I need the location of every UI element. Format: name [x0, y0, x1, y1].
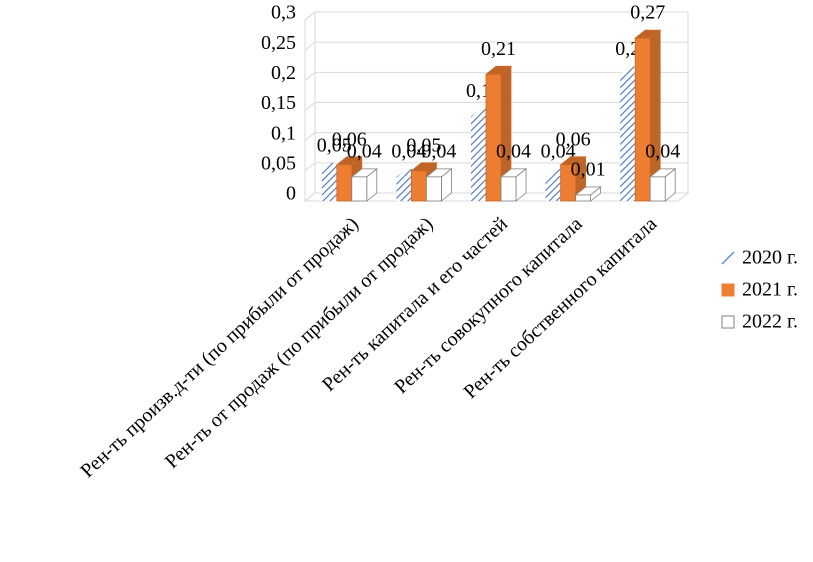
bar	[484, 65, 513, 202]
bar-front	[575, 194, 591, 202]
bar	[574, 186, 602, 202]
legend-swatch	[721, 315, 735, 329]
bar-front	[425, 176, 442, 202]
bar	[634, 29, 662, 202]
legend-swatch	[721, 283, 735, 297]
grid-line-side	[304, 41, 316, 51]
bar-front	[321, 170, 337, 201]
bar-front	[485, 73, 502, 202]
legend-item: 2022 г.	[721, 311, 798, 333]
y-tick-label: 0,15	[261, 92, 296, 114]
y-tick-label: 0	[286, 183, 296, 205]
y-tick-label: 0,2	[271, 62, 296, 84]
x-tick-label: Рен-ть произв.д-ти (по прибыли от продаж…	[76, 213, 362, 482]
grid-line-side	[304, 11, 316, 21]
legend-swatch	[721, 251, 735, 265]
value-label: 0,04	[421, 140, 456, 162]
legend-label: 2022 г.	[742, 311, 798, 333]
legend-item: 2020 г.	[721, 247, 798, 269]
bar-front	[471, 116, 486, 201]
bar-front	[336, 164, 353, 202]
legend-label: 2020 г.	[742, 247, 798, 269]
x-tick-label: Рен-ть от продаж (по прибыли от продаж)	[161, 213, 438, 473]
bar-front	[396, 176, 412, 201]
value-label: 0,04	[645, 140, 680, 162]
bar	[649, 168, 677, 202]
grid-line-side	[304, 132, 316, 142]
bar-front	[500, 176, 517, 202]
value-label: 0,06	[332, 128, 367, 150]
y-tick-label: 0,3	[271, 2, 296, 24]
legend-item: 2021 г.	[721, 279, 798, 301]
value-label: 0,01	[571, 159, 606, 181]
grid-line-side	[304, 102, 316, 111]
grid-line-side	[304, 162, 316, 172]
bar-front	[351, 176, 368, 202]
bar-front	[545, 176, 561, 201]
value-label: 0,27	[630, 2, 665, 24]
value-label: 0,06	[556, 128, 591, 150]
value-label: 0,04	[391, 140, 426, 162]
value-label: 0,21	[481, 38, 516, 60]
y-tick-label: 0,25	[261, 32, 296, 54]
bar-front	[620, 74, 636, 201]
bar	[499, 168, 528, 202]
value-label: 0,05	[317, 134, 352, 156]
bar-front	[649, 176, 666, 202]
bar-front	[634, 37, 651, 202]
bar	[425, 168, 453, 202]
legend-label: 2021 г.	[742, 279, 798, 301]
grid-line-side	[304, 71, 316, 81]
y-tick-label: 0,1	[271, 122, 296, 144]
value-label: 0,04	[347, 140, 382, 162]
value-label: 0,05	[406, 134, 441, 156]
value-label: 0,04	[496, 140, 531, 162]
bar-front	[560, 164, 576, 202]
grid-line-side	[304, 192, 316, 202]
bar-front	[410, 170, 427, 202]
bar	[350, 168, 378, 202]
y-tick-label: 0,05	[261, 152, 296, 174]
value-label: 0,04	[541, 140, 576, 162]
